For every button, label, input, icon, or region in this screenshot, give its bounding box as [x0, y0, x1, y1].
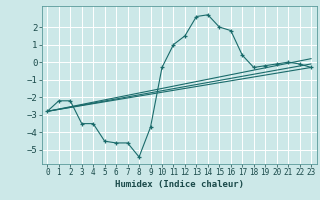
X-axis label: Humidex (Indice chaleur): Humidex (Indice chaleur)	[115, 180, 244, 189]
